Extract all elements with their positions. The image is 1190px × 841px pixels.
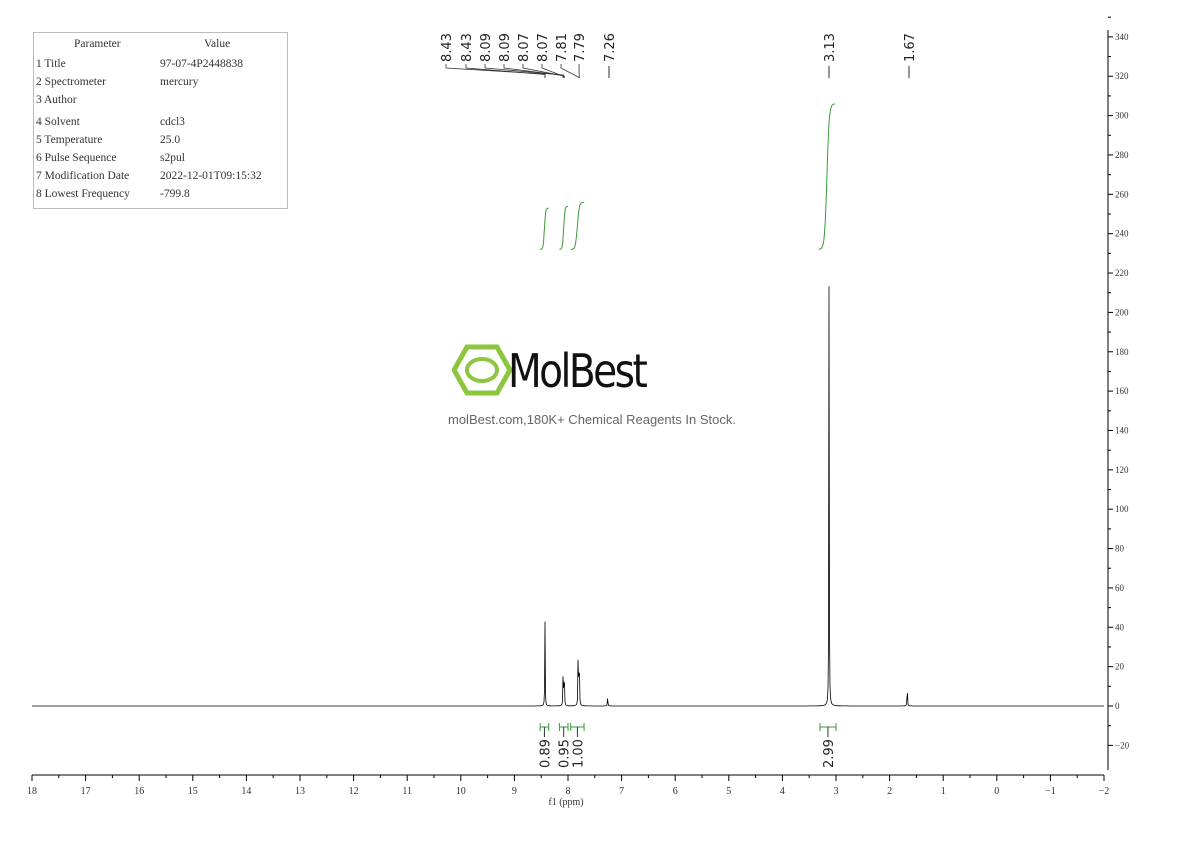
y-tick-label: 340 xyxy=(1115,32,1129,42)
y-tick-label: 40 xyxy=(1115,622,1125,632)
y-tick-label: 160 xyxy=(1115,386,1129,396)
y-tick-label: 0 xyxy=(1115,701,1120,711)
parameter-table: Parameter Value 1 Title 97-07-4P2448838 2 S… xyxy=(33,32,288,209)
x-tick-label: 8 xyxy=(566,786,571,797)
x-tick-label: 18 xyxy=(27,786,37,797)
parameter-row: 8 Lowest Frequency -799.8 xyxy=(34,185,287,203)
x-tick-label: 13 xyxy=(295,786,305,797)
y-tick-label: −20 xyxy=(1115,740,1130,750)
peak-label: 8.43 xyxy=(440,33,455,62)
peak-label: 7.81 xyxy=(555,33,570,62)
parameter-name: 7 Modification Date xyxy=(36,170,130,182)
parameter-value: cdcl3 xyxy=(160,116,185,128)
y-tick-label: 260 xyxy=(1115,189,1129,199)
y-tick-label: 240 xyxy=(1115,229,1129,239)
parameter-value: s2pul xyxy=(160,152,185,164)
parameter-name: 8 Lowest Frequency xyxy=(36,188,130,200)
x-tick-label: 10 xyxy=(456,786,466,797)
peak-leader xyxy=(465,64,546,78)
spectrum-line xyxy=(32,286,1104,707)
y-tick-label: 60 xyxy=(1115,583,1125,593)
x-tick-label: 6 xyxy=(673,786,678,797)
peak-leader xyxy=(541,64,565,78)
parameter-value: -799.8 xyxy=(160,188,190,200)
parameter-header-row: Parameter Value xyxy=(34,35,287,53)
integral-value: 0.95 xyxy=(558,739,573,768)
y-tick-label: 180 xyxy=(1115,347,1129,357)
integral-curve xyxy=(570,201,585,250)
x-tick-label: 4 xyxy=(780,786,785,797)
parameter-row: 7 Modification Date 2022-12-01T09:15:32 xyxy=(34,167,287,185)
parameter-row: 1 Title 97-07-4P2448838 xyxy=(34,55,287,73)
y-tick-label: 220 xyxy=(1115,268,1129,278)
parameter-name: 2 Spectrometer xyxy=(36,76,106,88)
x-tick-label: 15 xyxy=(188,786,198,797)
x-tick-label: 1 xyxy=(941,786,946,797)
x-tick-label: 7 xyxy=(619,786,624,797)
y-tick-label: 120 xyxy=(1115,465,1129,475)
integral-curve xyxy=(559,205,568,250)
parameter-name: 6 Pulse Sequence xyxy=(36,152,117,164)
y-tick-label: 80 xyxy=(1115,544,1125,554)
peak-label: 8.07 xyxy=(536,33,551,62)
parameter-value: 25.0 xyxy=(160,134,181,146)
peak-leader xyxy=(560,64,579,78)
y-tick-label: 320 xyxy=(1115,71,1129,81)
parameter-row: 4 Solvent cdcl3 xyxy=(34,113,287,131)
parameter-name: 3 Author xyxy=(36,94,77,106)
x-tick-label: 9 xyxy=(512,786,517,797)
peak-label: 3.13 xyxy=(823,33,838,62)
peak-label: 8.09 xyxy=(479,33,494,62)
x-tick-label: 3 xyxy=(834,786,839,797)
integral-value: 1.00 xyxy=(571,739,586,768)
x-tick-label: −2 xyxy=(1099,786,1110,797)
y-tick-label: 280 xyxy=(1115,150,1129,160)
y-tick-label: 140 xyxy=(1115,425,1129,435)
parameter-name: 5 Temperature xyxy=(36,134,103,146)
peak-label: 8.07 xyxy=(517,33,532,62)
peak-label: 7.26 xyxy=(603,33,618,62)
parameter-name: 1 Title xyxy=(36,58,66,70)
peak-label: 1.67 xyxy=(903,33,918,62)
header-value: Value xyxy=(204,38,231,50)
parameter-row: 3 Author xyxy=(34,91,287,109)
y-tick-label: 100 xyxy=(1115,504,1129,514)
x-tick-label: 11 xyxy=(402,786,412,797)
integral-curve xyxy=(540,207,549,250)
parameter-row: 6 Pulse Sequence s2pul xyxy=(34,149,287,167)
integral-curve xyxy=(818,103,835,250)
integral-value: 2.99 xyxy=(822,739,837,768)
x-tick-label: 16 xyxy=(134,786,144,797)
parameter-value: 2022-12-01T09:15:32 xyxy=(160,170,262,182)
watermark-brand: MolBest xyxy=(508,344,648,398)
peak-label: 8.09 xyxy=(498,33,513,62)
parameter-row: 2 Spectrometer mercury xyxy=(34,73,287,91)
x-tick-label: 12 xyxy=(349,786,359,797)
y-tick-label: 20 xyxy=(1115,662,1125,672)
y-tick-label: 200 xyxy=(1115,307,1129,317)
parameter-value: mercury xyxy=(160,76,199,88)
watermark-tagline: molBest.com,180K+ Chemical Reagents In S… xyxy=(448,412,736,427)
y-tick-label: 300 xyxy=(1115,111,1129,121)
peak-label: 7.79 xyxy=(573,33,588,62)
x-tick-label: 2 xyxy=(887,786,892,797)
x-tick-label: 14 xyxy=(241,786,251,797)
parameter-name: 4 Solvent xyxy=(36,116,80,128)
x-tick-label: 5 xyxy=(726,786,731,797)
peak-label: 8.43 xyxy=(460,33,475,62)
x-tick-label: 0 xyxy=(994,786,999,797)
parameter-value: 97-07-4P2448838 xyxy=(160,58,244,70)
x-axis-label: f1 (ppm) xyxy=(548,797,583,808)
peak-leader xyxy=(503,64,564,78)
x-tick-label: −1 xyxy=(1045,786,1056,797)
parameter-row: 5 Temperature 25.0 xyxy=(34,131,287,149)
x-tick-label: 17 xyxy=(81,786,91,797)
molbest-logo-icon xyxy=(452,344,512,396)
integral-value: 0.89 xyxy=(538,739,553,768)
header-parameter: Parameter xyxy=(74,38,121,50)
